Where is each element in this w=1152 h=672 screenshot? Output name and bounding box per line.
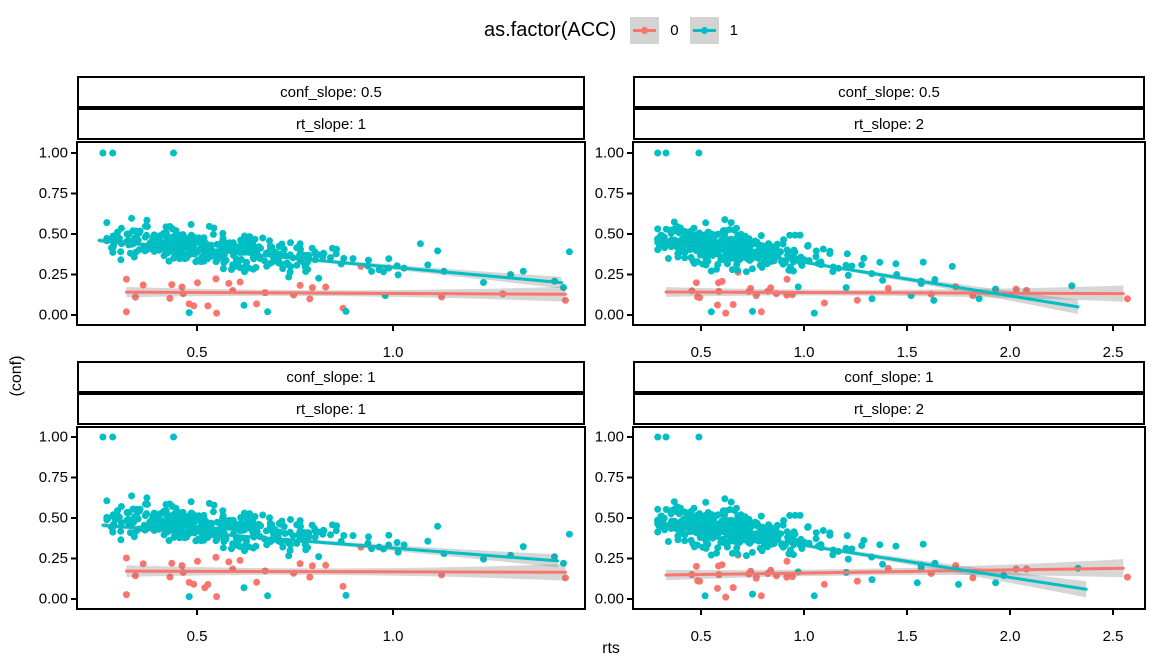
facet-strip-conf-slope: conf_slope: 1 [633, 361, 1145, 393]
svg-text:1.0: 1.0 [794, 344, 815, 361]
facet-strip-label: conf_slope: 0.5 [280, 83, 382, 101]
facet-strip-conf-slope: conf_slope: 0.5 [633, 76, 1145, 108]
facet-strip-rt-slope: rt_slope: 2 [633, 108, 1145, 140]
y-axis-title: (conf) [8, 355, 25, 397]
svg-text:2.5: 2.5 [1103, 344, 1124, 361]
facet-strips-bottom-left: conf_slope: 1 rt_slope: 1 [77, 361, 585, 425]
svg-text:0.00: 0.00 [39, 307, 68, 324]
svg-text:0.00: 0.00 [595, 591, 624, 608]
svg-text:0.50: 0.50 [595, 226, 624, 243]
legend-key-0 [630, 16, 660, 44]
legend-title: as.factor(ACC) [484, 18, 617, 41]
x-axis-title: rts [602, 640, 620, 657]
svg-text:0.50: 0.50 [595, 510, 624, 527]
svg-text:0.5: 0.5 [691, 628, 712, 645]
svg-text:0.50: 0.50 [39, 510, 68, 527]
facet-strip-label: rt_slope: 1 [295, 400, 367, 418]
svg-text:0.25: 0.25 [595, 266, 624, 283]
svg-text:0.75: 0.75 [39, 185, 68, 202]
svg-text:0.00: 0.00 [595, 307, 624, 324]
svg-text:1.00: 1.00 [595, 145, 624, 162]
facet-strip-rt-slope: rt_slope: 2 [633, 393, 1145, 425]
facet-strips-bottom-right: conf_slope: 1 rt_slope: 2 [633, 361, 1145, 425]
svg-text:1.0: 1.0 [383, 344, 404, 361]
svg-text:2.0: 2.0 [1000, 628, 1021, 645]
svg-text:1.0: 1.0 [383, 628, 404, 645]
svg-text:0.5: 0.5 [691, 344, 712, 361]
svg-text:1.5: 1.5 [897, 628, 918, 645]
svg-text:0.5: 0.5 [187, 344, 208, 361]
svg-text:0.5: 0.5 [187, 628, 208, 645]
facet-strips-top-right: conf_slope: 0.5 rt_slope: 2 [633, 76, 1145, 140]
svg-text:1.00: 1.00 [39, 145, 68, 162]
facet-strip-label: conf_slope: 1 [844, 368, 934, 386]
svg-text:1.5: 1.5 [897, 344, 918, 361]
svg-text:0.00: 0.00 [39, 591, 68, 608]
svg-text:0.25: 0.25 [595, 550, 624, 567]
facet-strip-label: rt_slope: 2 [853, 115, 925, 133]
svg-text:2.5: 2.5 [1103, 628, 1124, 645]
legend: as.factor(ACC) 0 1 [484, 14, 738, 46]
facet-strip-label: conf_slope: 1 [286, 368, 376, 386]
facet-strip-conf-slope: conf_slope: 0.5 [77, 76, 585, 108]
svg-text:2.0: 2.0 [1000, 344, 1021, 361]
legend-label-0: 0 [670, 21, 679, 39]
svg-text:1.00: 1.00 [595, 429, 624, 446]
facet-strip-label: rt_slope: 2 [853, 400, 925, 418]
svg-text:0.75: 0.75 [595, 185, 624, 202]
facet-strip-label: conf_slope: 0.5 [838, 83, 940, 101]
smooth-line-point-glyph-icon [633, 26, 657, 34]
legend-key-1 [689, 16, 719, 44]
facet-strip-rt-slope: rt_slope: 1 [77, 108, 585, 140]
svg-text:0.75: 0.75 [595, 469, 624, 486]
svg-text:1.00: 1.00 [39, 429, 68, 446]
legend-label-1: 1 [729, 21, 738, 39]
facet-strip-label: rt_slope: 1 [295, 115, 367, 133]
svg-text:0.25: 0.25 [39, 550, 68, 567]
svg-text:0.25: 0.25 [39, 266, 68, 283]
facet-strips-top-left: conf_slope: 0.5 rt_slope: 1 [77, 76, 585, 140]
facet-strip-rt-slope: rt_slope: 1 [77, 393, 585, 425]
svg-text:0.50: 0.50 [39, 226, 68, 243]
facet-strip-conf-slope: conf_slope: 1 [77, 361, 585, 393]
svg-text:1.0: 1.0 [794, 628, 815, 645]
svg-text:0.75: 0.75 [39, 469, 68, 486]
smooth-line-point-glyph-icon [692, 26, 716, 34]
